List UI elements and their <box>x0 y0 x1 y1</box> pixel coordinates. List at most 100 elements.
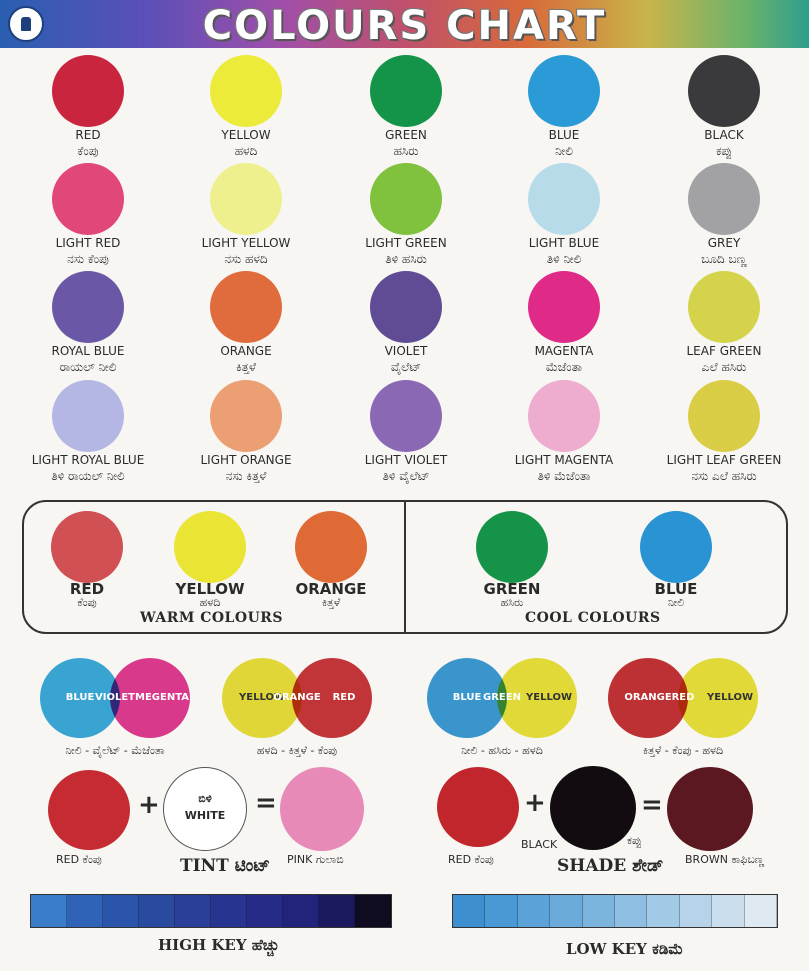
warm-colours-title: WARM COLOURS <box>140 610 284 626</box>
swatch-label-en: VIOLET <box>384 344 428 358</box>
venn-label-a: YELLOW <box>239 692 285 703</box>
key-step-cell <box>247 895 283 927</box>
tint-red-swatch <box>48 770 130 850</box>
venn-circle-b <box>678 658 758 738</box>
shade-black-swatch <box>550 766 636 850</box>
key-step-cell <box>31 895 67 927</box>
venn-circle-a <box>222 658 302 738</box>
key-step-cell <box>679 895 713 927</box>
venn-caption: ನೀಲಿ - ವೈಲೆಟ್ - ಮೆಜೆಂತಾ <box>65 744 165 757</box>
swatch-label-en: LIGHT LEAF GREEN <box>666 453 782 467</box>
colour-swatch <box>52 271 124 343</box>
swatch-label-kn: ನೀಲಿ <box>555 144 573 158</box>
key-step-cell <box>744 895 778 927</box>
temperature-swatch <box>640 511 712 583</box>
swatch-label-en: GREEN <box>385 128 427 142</box>
swatch-label-en: MAGENTA <box>534 344 594 358</box>
tint-plus: + <box>138 790 160 820</box>
colour-swatch <box>210 271 282 343</box>
colour-swatch <box>528 380 600 452</box>
shade-red-swatch <box>437 767 519 847</box>
key-step-cell <box>319 895 355 927</box>
key-step-cell <box>517 895 551 927</box>
shade-plus: + <box>524 788 546 818</box>
tint-white-kn: ಬಿಳಿ <box>198 792 212 805</box>
high-key-label: HIGH KEY ಹೆಚ್ಚು <box>158 936 280 954</box>
colour-swatch <box>52 55 124 127</box>
swatch-label-kn: ನಸು ಕಿತ್ತಳೆ <box>225 469 267 483</box>
swatch-label-en: LIGHT MAGENTA <box>514 453 614 467</box>
temperature-label-en: BLUE <box>654 580 698 598</box>
swatch-label-en: ORANGE <box>220 344 272 358</box>
swatch-label-kn: ರಾಯಲ್ ನೀಲಿ <box>59 360 117 374</box>
temperature-label-kn: ಹಸಿರು <box>500 596 524 609</box>
key-step-cell <box>485 895 518 927</box>
temperature-label-kn: ಕೆಂಪು <box>77 596 97 609</box>
swatch-label-en: RED <box>75 128 101 142</box>
venn-label-mid: VIOLET <box>95 692 135 703</box>
venn-circle-a <box>608 658 688 738</box>
venn-label-a: ORANGE <box>624 692 672 703</box>
key-step-cell <box>582 895 616 927</box>
colour-swatch <box>210 380 282 452</box>
shade-brown-swatch <box>667 767 753 851</box>
temperature-swatch <box>295 511 367 583</box>
venn-label-a: BLUE <box>65 692 95 703</box>
shade-label: SHADE ಶೇಡ್ <box>557 856 664 876</box>
shade-brown-caption: BROWN ಕಾಫಿಬಣ್ಣ <box>685 853 765 866</box>
temperature-label-en: RED <box>69 580 105 598</box>
colour-swatch <box>370 380 442 452</box>
swatch-label-kn: ತಿಳಿ ಮೆಜೆಂತಾ <box>537 469 591 483</box>
panel-divider <box>404 500 406 634</box>
temperature-label-kn: ಹಳದಿ <box>199 596 221 609</box>
tint-red-caption: RED ಕೆಂಪು <box>56 853 102 866</box>
swatch-label-kn: ಕೆಂಪು <box>77 144 99 158</box>
header-banner: COLOURS CHART <box>0 0 809 49</box>
colour-swatch <box>210 163 282 235</box>
swatch-label-en: LIGHT GREEN <box>365 236 447 250</box>
colour-swatch <box>52 163 124 235</box>
colour-swatch <box>210 55 282 127</box>
tint-pink-swatch <box>280 767 364 851</box>
swatch-label-kn: ವೈಲೆಟ್ <box>390 360 422 374</box>
key-step-cell <box>175 895 211 927</box>
colour-swatch <box>688 380 760 452</box>
swatch-label-kn: ತಿಳಿ ರಾಯಲ್ ನೀಲಿ <box>51 469 125 483</box>
swatch-label-kn: ನಸು ಹಳದಿ <box>224 252 268 266</box>
temperature-swatch <box>476 511 548 583</box>
swatch-label-en: LEAF GREEN <box>686 344 762 358</box>
colour-swatch <box>528 271 600 343</box>
swatch-label-kn: ನಸು ಕೆಂಪು <box>67 252 109 266</box>
venn-caption: ನೀಲಿ - ಹಸಿರು - ಹಳದಿ <box>461 744 543 757</box>
swatch-label-en: LIGHT ORANGE <box>200 453 292 467</box>
key-step-cell <box>283 895 319 927</box>
swatch-label-kn: ನಸು ಎಲೆ ಹಸಿರು <box>691 469 757 483</box>
emblem-logo <box>8 6 44 42</box>
swatch-label-kn: ತಿಳಿ ನೀಲಿ <box>546 252 582 266</box>
colour-swatch <box>528 163 600 235</box>
swatch-label-kn: ಹಳದಿ <box>234 144 258 158</box>
temperature-swatch <box>51 511 123 583</box>
colour-swatch <box>370 271 442 343</box>
venn-circle-b <box>292 658 372 738</box>
temperature-swatch <box>174 511 246 583</box>
swatch-label-kn: ತಿಳಿ ವೈಲೆಟ್ <box>382 469 430 483</box>
key-step-cell <box>615 895 648 927</box>
swatch-label-kn: ಹಸಿರು <box>393 144 419 158</box>
temperature-label-en: YELLOW <box>175 580 245 598</box>
temperature-label-kn: ಕಿತ್ತಳೆ <box>321 596 341 609</box>
swatch-label-en: ROYAL BLUE <box>51 344 125 358</box>
colour-swatch <box>688 163 760 235</box>
venn-label-mid: RED <box>671 692 695 703</box>
swatch-label-kn: ಕಿತ್ತಳೆ <box>236 360 256 374</box>
swatch-label-en: BLUE <box>548 128 580 142</box>
shade-red-caption: RED ಕೆಂಪು <box>448 853 494 866</box>
high-key-gradient-bar <box>30 894 392 928</box>
tint-label: TINT ಟಿಂಟ್ <box>180 856 270 876</box>
key-step-cell <box>712 895 745 927</box>
key-step-cell <box>139 895 175 927</box>
swatch-label-en: LIGHT ROYAL BLUE <box>31 453 145 467</box>
tint-pink-caption: PINK ಗುಲಾಬಿ <box>287 853 344 866</box>
swatch-label-kn: ಕಪ್ಪು <box>715 144 733 158</box>
venn-caption: ಹಳದಿ - ಕಿತ್ತಳೆ - ಕೆಂಪು <box>256 744 338 757</box>
